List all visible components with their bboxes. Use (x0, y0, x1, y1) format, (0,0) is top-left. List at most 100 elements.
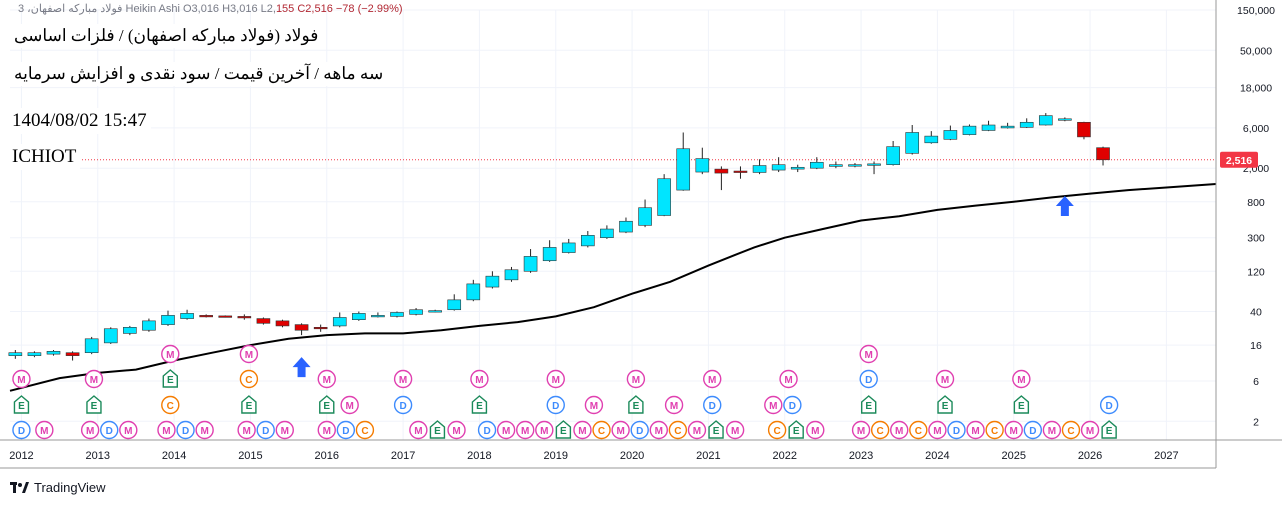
ohlc-legend: 3 ،فولاد مبارکه اصفهان Heikin Ashi O3,01… (18, 2, 403, 15)
year-tick-label: 2023 (849, 450, 873, 462)
event-shape (859, 344, 878, 364)
event-shape (649, 420, 668, 440)
event-d-icon: D (783, 395, 802, 415)
arrows-layer (292, 195, 1074, 378)
price-tick-label: 800 (1247, 197, 1265, 209)
price-axis[interactable]: 150,00050,00018,0006,0002,00080030012040… (1215, 0, 1275, 468)
candle-body (581, 235, 595, 247)
event-label: M (941, 375, 949, 386)
year-tick-label: 2022 (772, 450, 796, 462)
event-shape (470, 369, 489, 389)
event-shape (555, 420, 572, 439)
candle-body (886, 146, 900, 165)
event-shape (708, 420, 724, 439)
event-shape (788, 420, 804, 439)
candle-body (600, 228, 614, 238)
event-label: E (434, 426, 441, 437)
event-d-icon: D (546, 395, 565, 415)
event-label: M (1048, 426, 1056, 437)
candle (790, 164, 805, 173)
event-d-icon: D (12, 420, 31, 440)
event-shape (516, 420, 535, 440)
event-shape (119, 420, 138, 440)
event-m-icon: M (157, 420, 176, 440)
candle-body (1058, 118, 1072, 121)
year-tick-label: 2020 (620, 450, 644, 462)
brand-name: TradingView (34, 480, 106, 495)
event-label: E (18, 401, 25, 412)
candle (313, 324, 328, 332)
event-shape (937, 395, 953, 414)
event-label: M (521, 426, 529, 437)
candle (275, 319, 290, 328)
event-shape (573, 420, 592, 440)
last-price-label: 2,516 (1226, 155, 1252, 167)
candle (752, 159, 767, 175)
candle-body (142, 320, 156, 331)
event-label: M (399, 375, 407, 386)
time-axis[interactable]: 2012 2013 2014 2015 2016 2017 2018 2019 2020 2021… (0, 439, 1282, 469)
event-label: D (342, 426, 349, 437)
event-m-icon: M (393, 369, 413, 389)
event-e-icon: E (1013, 395, 1030, 414)
event-shape (1023, 420, 1043, 440)
candle-body (84, 338, 99, 354)
candle (1000, 122, 1015, 129)
event-c-icon: C (239, 369, 259, 389)
chart-watermark: ICHIOT (8, 144, 81, 170)
event-shape (630, 420, 649, 440)
event-d-icon: D (176, 420, 195, 440)
candle-body (752, 165, 767, 173)
event-label: M (865, 350, 873, 361)
event-d-icon: D (1099, 395, 1119, 415)
event-shape (161, 395, 180, 415)
event-shape (764, 395, 783, 415)
event-shape (1101, 420, 1117, 439)
event-label: C (1067, 426, 1074, 437)
event-label: D (1106, 401, 1113, 412)
event-e-icon: E (471, 395, 488, 414)
candle (485, 271, 500, 289)
candle-body (123, 327, 137, 334)
event-label: D (106, 426, 113, 437)
event-m-icon: M (35, 420, 54, 440)
event-shape (409, 420, 428, 440)
event-m-icon: M (764, 395, 783, 415)
event-shape (35, 420, 54, 440)
event-shape (275, 420, 294, 440)
event-shape (161, 344, 180, 364)
event-shape (1004, 420, 1023, 440)
event-shape (703, 395, 722, 415)
year-tick-label: 2014 (162, 450, 186, 462)
event-label: E (560, 426, 567, 437)
event-shape (687, 420, 707, 440)
event-shape (859, 369, 878, 389)
event-label: M (245, 350, 253, 361)
event-label: D (709, 401, 716, 412)
event-label: M (590, 401, 598, 412)
event-e-icon: E (241, 395, 257, 414)
candle (714, 166, 729, 191)
event-label: D (552, 401, 559, 412)
year-tick-label: 2016 (315, 450, 339, 462)
event-c-icon: C (668, 420, 688, 440)
year-tick-label: 2025 (1001, 450, 1025, 462)
event-m-icon: M (496, 420, 516, 440)
event-m-icon: M (1080, 420, 1100, 440)
event-shape (86, 395, 102, 414)
event-c-icon: C (870, 420, 890, 440)
candle (542, 240, 557, 262)
tradingview-brand[interactable]: TradingView (10, 480, 106, 495)
event-d-icon: D (477, 420, 497, 440)
event-e-icon: E (13, 395, 30, 414)
candle-body (199, 315, 213, 318)
event-label: D (865, 375, 872, 386)
price-tick-label: 40 (1250, 307, 1262, 319)
candle (199, 314, 213, 318)
event-shape (767, 420, 787, 440)
event-shape (928, 420, 947, 440)
event-m-icon: M (1042, 420, 1062, 440)
price-tick-label: 300 (1247, 233, 1265, 245)
candle-body (809, 161, 824, 169)
